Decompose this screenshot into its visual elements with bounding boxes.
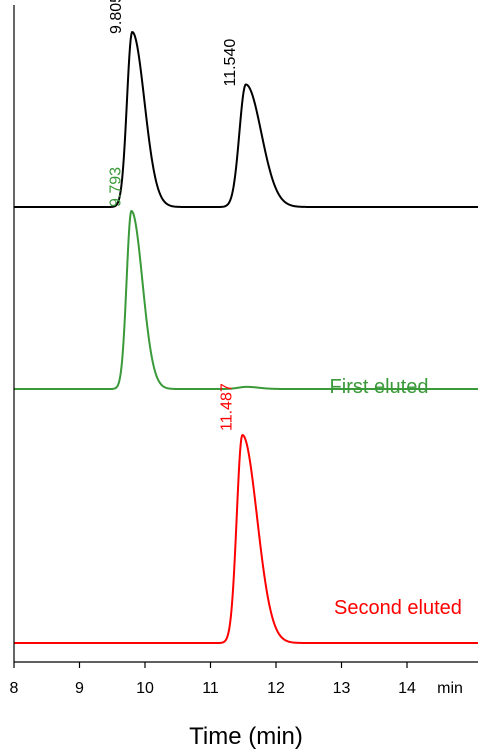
x-tick-label-12: 12	[267, 680, 285, 697]
trace-name-3: Second eluted	[334, 597, 462, 619]
peak-label-2-1: 9.793	[107, 167, 124, 207]
x-tick-label-8: 8	[10, 680, 19, 697]
peak-label-3-1: 11.487	[218, 383, 235, 431]
x-tick-label-14: 14	[398, 680, 416, 697]
trace-labels: First eluted Second eluted	[330, 376, 462, 619]
x-tick-label-11: 11	[202, 680, 219, 697]
x-tick-label-10: 10	[136, 680, 154, 697]
peak-label-1-2: 11.540	[222, 39, 239, 87]
x-axis-title: Time (min)	[189, 723, 303, 750]
trace-line-2	[14, 209, 478, 390]
trace-line-1	[14, 31, 478, 208]
x-tick-label-9: 9	[75, 680, 84, 697]
x-tick-label-13: 13	[333, 680, 351, 697]
x-axis-ticks: 8 9 10 11 12 13 14	[10, 662, 416, 697]
trace-name-2: First eluted	[330, 376, 429, 398]
peak-labels: 9.805 11.540 9.793 11.487	[107, 0, 238, 431]
trace-line-3	[14, 433, 478, 644]
axes	[13, 5, 478, 663]
chromatogram-traces	[14, 31, 478, 644]
peak-label-1-1: 9.805	[108, 0, 125, 34]
x-axis-unit-label: min	[437, 680, 463, 697]
